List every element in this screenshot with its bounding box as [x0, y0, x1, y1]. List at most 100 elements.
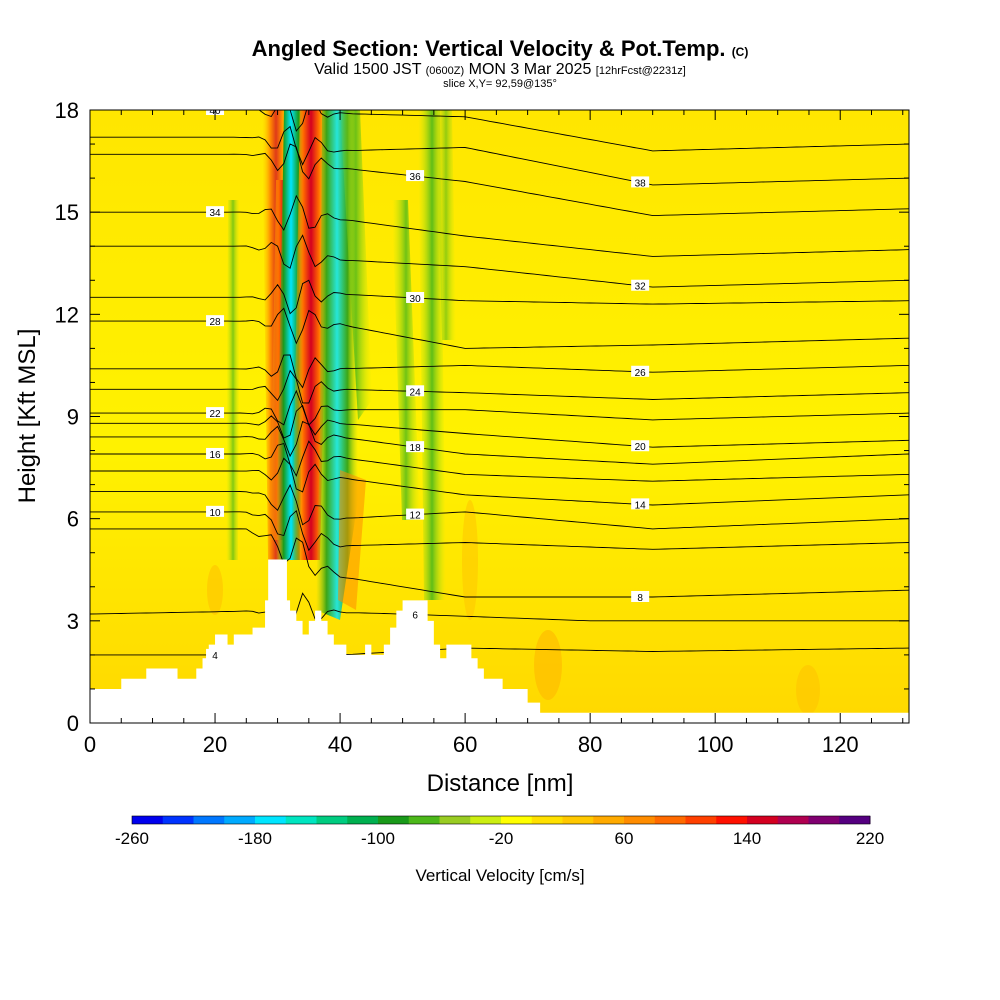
colorbar-swatch — [285, 816, 317, 824]
colorbar-swatch — [808, 816, 840, 824]
colorbar-swatch — [255, 816, 287, 824]
downdraft-weak — [226, 200, 240, 560]
colorbar-tick-label: 60 — [615, 829, 634, 848]
colorbar-swatch — [132, 816, 164, 824]
colorbar-swatch — [685, 816, 717, 824]
isentrope-label-bg — [631, 176, 650, 188]
valid-main: Valid 1500 JST — [314, 61, 422, 78]
valid-date: MON 3 Mar 2025 — [468, 61, 592, 78]
colorbar-swatch — [593, 816, 625, 824]
x-tick-label: 120 — [822, 732, 859, 757]
isentrope-line — [90, 369, 909, 404]
isentrope-line — [90, 404, 909, 448]
colorbar-swatch — [439, 816, 471, 824]
colorbar-swatch — [408, 816, 440, 824]
isentrope-line — [90, 354, 909, 389]
isentrope-line — [90, 440, 909, 482]
x-tick-label: 100 — [697, 732, 734, 757]
colorbar-swatch — [224, 816, 256, 824]
colorbar-swatch — [624, 816, 656, 824]
terrain — [90, 559, 909, 723]
isentrope-label: 26 — [635, 368, 647, 379]
isentrope-label-bg — [631, 365, 650, 377]
isentrope-line — [90, 528, 909, 598]
isentrope-label: 10 — [209, 508, 221, 519]
y-tick-label: 0 — [67, 711, 79, 736]
downdraft-weak — [392, 200, 420, 520]
downdraft-weak — [436, 110, 456, 340]
colorbar-swatch — [378, 816, 410, 824]
colorbar-swatch — [316, 816, 348, 824]
colorbar-swatch — [501, 816, 533, 824]
isentrope-label-bg — [406, 441, 425, 453]
isentrope-line — [90, 509, 909, 552]
colorbar-tick-label: -100 — [361, 829, 395, 848]
isentrope-label-bg — [406, 608, 425, 620]
isentrope-label-bg — [206, 648, 225, 660]
colorbar-swatch — [193, 816, 225, 824]
chart-title: Angled Section: Vertical Velocity & Pot.… — [0, 36, 1000, 62]
colorbar-frame — [131, 815, 871, 825]
isentrope-label-bg — [631, 440, 650, 452]
isentrope-label: 14 — [635, 500, 647, 511]
colorbar-swatch — [716, 816, 748, 824]
isentrope-line — [90, 307, 909, 349]
isentrope-line — [90, 194, 909, 257]
title-text: Angled Section: Vertical Velocity & Pot.… — [251, 36, 726, 61]
y-tick-label: 18 — [55, 98, 79, 123]
isentrope-line — [90, 234, 909, 288]
valid-time-line: Valid 1500 JST (0600Z) MON 3 Mar 2025 [1… — [0, 61, 1000, 79]
isentrope-label: 36 — [410, 172, 422, 183]
isentrope-label: 12 — [410, 511, 422, 522]
downdraft-weak — [340, 110, 372, 420]
colorbar-swatch — [562, 816, 594, 824]
isentrope-label-bg — [206, 407, 225, 419]
isentrope-label: 8 — [637, 593, 643, 604]
velocity-patch — [796, 665, 820, 715]
isentrope-label: 6 — [412, 610, 418, 621]
colorbar-swatch — [654, 816, 686, 824]
colorbar-swatch — [470, 816, 502, 824]
velocity-patch — [534, 630, 562, 700]
x-axis: 0 20 40 60 80 100 120 — [84, 110, 904, 757]
colorbar-tick-label: -180 — [238, 829, 272, 848]
y-tick-label: 12 — [55, 302, 79, 327]
isentrope-label-bg — [631, 498, 650, 510]
isentrope-label-bg — [631, 590, 650, 602]
slice-info: slice X,Y= 92,59@135° — [443, 78, 557, 90]
isentrope-line — [90, 110, 909, 152]
isentrope-line — [90, 457, 909, 506]
isentrope-label-bg — [206, 505, 225, 517]
isentrope-line — [90, 125, 909, 186]
colorbar-swatch — [162, 816, 194, 824]
isentrope-label: 38 — [635, 178, 647, 189]
isentrope-label: 16 — [209, 450, 221, 461]
isentrope-label-bg — [631, 279, 650, 291]
colorbar-tick-label: 220 — [856, 829, 884, 848]
isentrope-line — [90, 279, 909, 315]
isentrope-label-bg — [406, 508, 425, 520]
isentrope-label: 4 — [212, 651, 218, 662]
colorbar: -260 -180 -100 -20 60 140 220 — [115, 815, 884, 848]
isentrope-label: 30 — [410, 294, 422, 305]
forecast-info: [12hrFcst@2231z] — [595, 65, 686, 77]
isentrope-label-bg — [406, 170, 425, 182]
colorbar-swatch — [839, 816, 871, 824]
isentrope-lines — [90, 110, 909, 674]
isentrope-label: 22 — [209, 409, 221, 420]
x-tick-label: 0 — [84, 732, 96, 757]
y-tick-label: 6 — [67, 507, 79, 532]
isentrope-label-bg — [206, 315, 225, 327]
colorbar-tick-label: -260 — [115, 829, 149, 848]
copyright-mark: (C) — [731, 45, 749, 59]
isentrope-label: 28 — [209, 317, 221, 328]
isentrope-line — [90, 389, 909, 426]
isentrope-label: 34 — [209, 208, 221, 219]
isentrope-line — [90, 143, 909, 217]
isentrope-label: 18 — [410, 443, 422, 454]
x-axis-title: Distance [nm] — [427, 770, 574, 797]
isentrope-line — [90, 420, 909, 465]
